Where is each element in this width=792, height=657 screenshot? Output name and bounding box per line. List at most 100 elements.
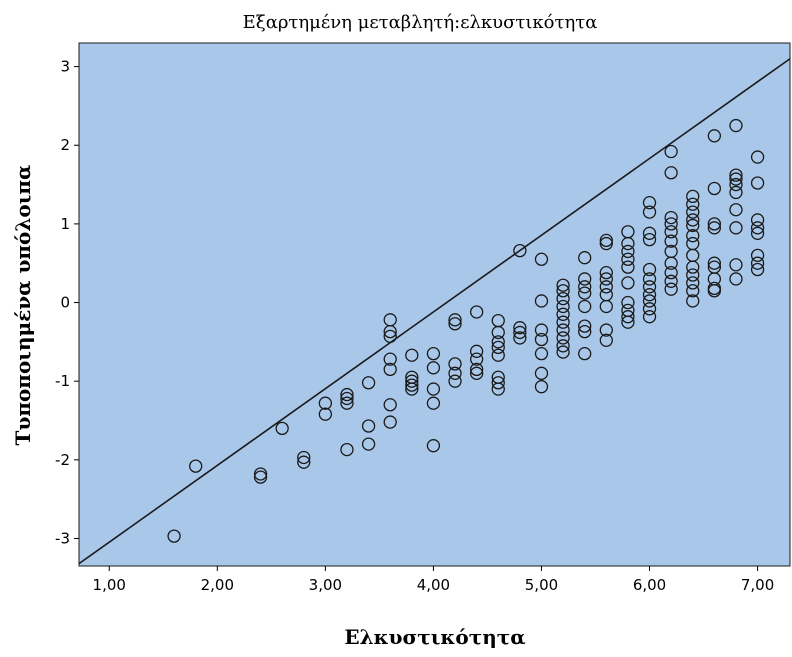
data-point <box>513 331 527 345</box>
data-point <box>642 226 657 240</box>
data-point <box>750 213 765 227</box>
data-point <box>599 280 613 294</box>
y-axis-ticks: -3 -2 -1 0 1 2 3 <box>55 58 79 547</box>
data-point <box>729 172 743 186</box>
data-point <box>556 284 570 298</box>
data-point <box>599 323 613 337</box>
data-point <box>491 382 505 396</box>
data-point <box>297 455 311 469</box>
data-point <box>599 233 613 248</box>
data-point <box>599 299 613 314</box>
data-point <box>621 276 635 290</box>
data-point <box>686 205 700 219</box>
data-point <box>448 317 462 331</box>
data-point <box>686 294 700 308</box>
data-point <box>383 352 397 366</box>
data-point <box>556 331 570 345</box>
x-tick-label: 3,00 <box>309 576 342 594</box>
data-point <box>578 251 592 265</box>
data-point <box>405 374 419 388</box>
data-point <box>340 442 354 457</box>
data-point <box>383 415 397 429</box>
data-point <box>729 185 743 200</box>
data-point <box>534 347 549 361</box>
data-point <box>405 382 419 396</box>
data-point <box>729 177 743 192</box>
data-point <box>621 260 635 274</box>
data-point <box>707 129 722 143</box>
data-point <box>189 459 203 473</box>
data-point <box>275 421 289 436</box>
data-point <box>469 366 484 380</box>
data-point <box>491 348 505 362</box>
data-point <box>534 380 549 394</box>
x-tick-label: 1,00 <box>93 576 126 594</box>
data-point <box>599 236 613 251</box>
data-point <box>469 344 484 358</box>
data-point <box>534 323 549 337</box>
data-point <box>664 144 678 159</box>
data-point <box>578 319 592 333</box>
data-point <box>556 339 570 353</box>
data-point <box>642 302 657 316</box>
data-point <box>534 294 549 308</box>
data-point <box>340 391 354 406</box>
data-point <box>707 217 722 231</box>
data-point <box>556 291 570 306</box>
data-point <box>556 299 570 314</box>
data-point <box>426 382 441 396</box>
data-point <box>642 196 657 210</box>
x-tick-label: 7,00 <box>741 576 774 594</box>
y-axis-label: Τυποποιημένα υπόλοιπα <box>11 165 35 446</box>
data-point <box>253 470 268 484</box>
data-point <box>664 210 678 225</box>
data-point <box>578 272 592 286</box>
data-point <box>642 205 657 219</box>
data-point <box>426 361 441 375</box>
data-point <box>686 197 700 211</box>
chart-title: Εξαρτημένη μεταβλητή:ελκυστικότητα <box>243 12 598 33</box>
y-tick-label: 2 <box>60 136 70 154</box>
data-point <box>556 307 570 321</box>
points-group <box>167 118 765 543</box>
data-point <box>729 221 743 235</box>
x-axis-label: Ελκυστικότητα <box>344 625 525 649</box>
data-point <box>513 325 527 340</box>
data-point <box>448 357 462 371</box>
x-tick-label: 5,00 <box>525 576 558 594</box>
x-tick-label: 2,00 <box>201 576 234 594</box>
data-point <box>599 272 613 286</box>
data-point <box>578 280 592 294</box>
data-point <box>686 218 700 233</box>
data-point <box>642 288 657 302</box>
data-point <box>167 529 181 543</box>
data-point <box>578 299 592 314</box>
data-point <box>621 310 635 324</box>
data-point <box>686 213 700 227</box>
y-tick-label: 1 <box>60 215 70 233</box>
data-point <box>621 315 635 329</box>
data-point <box>729 168 743 182</box>
data-point <box>664 225 678 239</box>
data-point <box>621 244 635 259</box>
data-point <box>340 396 354 410</box>
data-point <box>729 203 743 217</box>
data-point <box>664 274 678 288</box>
data-point <box>599 333 613 347</box>
y-tick-label: -2 <box>55 451 70 469</box>
data-point <box>729 118 743 133</box>
data-point <box>491 325 505 340</box>
data-point <box>642 262 657 277</box>
data-point <box>534 366 549 380</box>
data-point <box>469 352 484 366</box>
data-point <box>686 268 700 282</box>
data-point <box>383 398 397 412</box>
data-point <box>707 284 722 298</box>
data-point <box>361 437 376 451</box>
data-point <box>297 450 311 465</box>
data-point <box>448 313 462 327</box>
data-point <box>750 150 765 164</box>
data-point <box>707 181 722 196</box>
x-axis-ticks: 1,00 2,00 3,00 4,00 5,00 6,00 7,00 <box>93 566 774 594</box>
data-point <box>448 366 462 380</box>
